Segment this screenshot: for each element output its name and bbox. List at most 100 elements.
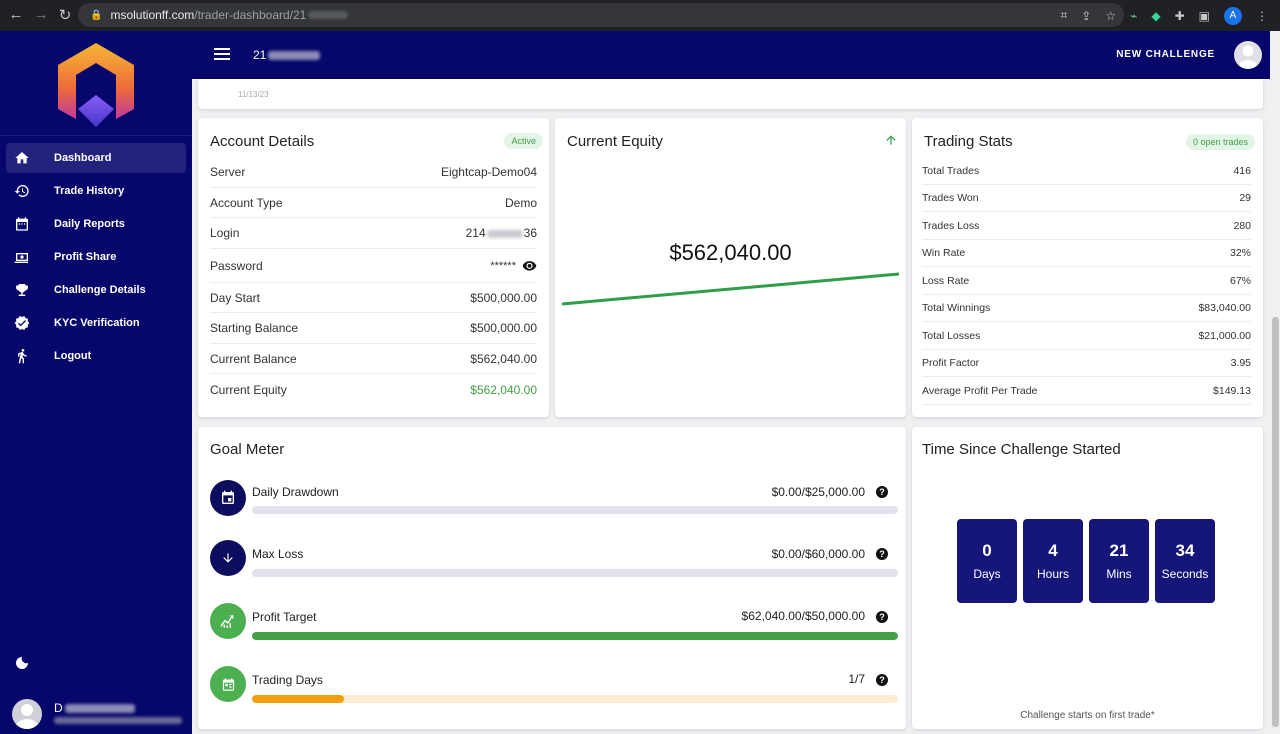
goal-progress-track — [252, 632, 898, 640]
browser-toolbar: ← → ↻ 🔒 msolutionff.com/trader-dashboard… — [0, 0, 1280, 31]
history-icon — [13, 182, 31, 200]
share-icon[interactable]: ⇪ — [1081, 8, 1092, 23]
stat-value: 416 — [1233, 164, 1251, 177]
url-host: msolutionff.com — [110, 8, 195, 22]
stat-label: Win Rate — [922, 247, 966, 259]
stat-value: $149.13 — [1213, 384, 1251, 397]
sidebar-item-trade-history[interactable]: Trade History — [6, 176, 186, 206]
sidebar-item-label: Trade History — [54, 185, 125, 197]
timer-hours: 4 Hours — [1023, 519, 1083, 603]
shield-icon[interactable]: ◆ — [1151, 8, 1161, 23]
row-label: Account Type — [210, 195, 283, 210]
verified-icon — [13, 314, 31, 332]
extension-icon[interactable]: ⌁ — [1130, 8, 1138, 23]
sidebar-item-challenge-details[interactable]: Challenge Details — [6, 275, 186, 305]
page-scrollbar[interactable] — [1270, 31, 1280, 734]
address-bar[interactable]: 🔒 msolutionff.com/trader-dashboard/21 — [78, 3, 1124, 27]
top-header: 21 NEW CHALLENGE — [192, 31, 1270, 79]
scrollbar-thumb[interactable] — [1272, 317, 1279, 727]
header-avatar[interactable] — [1234, 41, 1262, 69]
timer-label: Seconds — [1161, 567, 1209, 581]
calendar-icon — [13, 215, 31, 233]
current-equity-card: Current Equity $562,040.00 — [555, 118, 906, 417]
timer-seconds: 34 Seconds — [1155, 519, 1215, 603]
stat-label: Profit Factor — [922, 357, 980, 369]
calendar-event-icon — [210, 480, 246, 516]
sidebar-item-label: Challenge Details — [54, 284, 146, 296]
eye-icon[interactable] — [522, 258, 537, 273]
account-number-redacted — [268, 51, 321, 61]
sidebar-item-label: Logout — [54, 350, 92, 362]
sidebar-divider — [0, 135, 192, 136]
sidebar-item-kyc-verification[interactable]: KYC Verification — [6, 308, 186, 338]
stat-row: Trades Loss 280 — [922, 212, 1251, 240]
stat-value: 29 — [1239, 192, 1251, 204]
goal-progress-track — [252, 569, 898, 577]
login-prefix: 214 — [465, 226, 486, 240]
sidepanel-icon[interactable]: ▣ — [1198, 8, 1210, 23]
arrow-down-icon — [210, 540, 246, 576]
puzzle-icon[interactable]: ✚ — [1174, 8, 1185, 23]
card-title: Account Details — [210, 133, 315, 150]
password-masked: ****** — [490, 259, 516, 272]
stat-row: Total Losses $21,000.00 — [922, 322, 1251, 350]
stat-label: Average Profit Per Trade — [922, 384, 1038, 397]
stat-row: Average Profit Per Trade $149.13 — [922, 377, 1251, 405]
profile-avatar[interactable]: A — [1224, 6, 1242, 25]
stat-label: Total Trades — [922, 164, 980, 177]
new-challenge-button[interactable]: NEW CHALLENGE — [1116, 49, 1215, 60]
sidebar-item-profit-share[interactable]: Profit Share — [6, 242, 186, 272]
stat-row: Trades Won 29 — [922, 185, 1251, 212]
open-trades-badge: 0 open trades — [1185, 134, 1255, 150]
equity-value: $562,040.00 — [669, 240, 792, 265]
back-icon[interactable]: ← — [8, 6, 24, 23]
timer-note: Challenge starts on first trade* — [1020, 710, 1155, 721]
account-row-password: Password ****** — [210, 249, 537, 283]
trophy-icon — [13, 281, 31, 299]
sidebar-item-label: Daily Reports — [54, 218, 125, 230]
lock-icon: 🔒 — [90, 9, 103, 21]
account-number: 21 — [253, 48, 267, 62]
timer-label: Days — [973, 567, 1001, 581]
card-title: Trading Stats — [924, 133, 1013, 150]
stat-value: 3.95 — [1230, 357, 1251, 369]
user-name-initial: D — [54, 701, 63, 715]
account-row-starting-balance: Starting Balance $500,000.00 — [210, 313, 537, 344]
timer-number: 21 — [1109, 541, 1129, 560]
help-icon[interactable]: ? — [876, 611, 888, 623]
help-icon[interactable]: ? — [876, 548, 888, 560]
brand-logo — [58, 43, 134, 127]
account-row-current-equity: Current Equity $562,040.00 — [210, 374, 537, 405]
calendar-days-icon — [210, 666, 246, 702]
timer-days: 0 Days — [957, 519, 1017, 603]
url-path: /trader-dashboard/21 — [194, 8, 307, 22]
status-badge: Active — [504, 133, 543, 149]
card-title: Time Since Challenge Started — [922, 441, 1121, 458]
account-row-day-start: Day Start $500,000.00 — [210, 283, 537, 313]
sidebar-item-daily-reports[interactable]: Daily Reports — [6, 209, 186, 239]
account-row-current-balance: Current Balance $562,040.00 — [210, 344, 537, 374]
sidebar-item-label: Dashboard — [54, 152, 112, 164]
forward-icon[interactable]: → — [33, 6, 49, 23]
account-row-server: Server Eightcap-Demo04 — [210, 157, 537, 188]
money-icon — [13, 248, 31, 266]
sidebar: Dashboard Trade History Daily Reports Pr… — [0, 31, 192, 734]
dark-mode-toggle-icon[interactable] — [14, 655, 30, 671]
strip-date: 11/13/23 — [238, 90, 269, 99]
stat-row: Win Rate 32% — [922, 240, 1251, 267]
reload-icon[interactable]: ↻ — [58, 7, 72, 24]
stat-label: Trades Won — [922, 192, 979, 204]
sidebar-item-dashboard[interactable]: Dashboard — [6, 143, 186, 173]
stat-row: Total Winnings $83,040.00 — [922, 295, 1251, 322]
help-icon[interactable]: ? — [876, 486, 888, 498]
goal-meter-card: Goal Meter Daily Drawdown $0.00/$25,000.… — [198, 427, 906, 729]
previous-card-strip: 11/13/23 — [198, 79, 1263, 109]
bookmark-star-icon[interactable]: ☆ — [1105, 8, 1117, 23]
help-icon[interactable]: ? — [876, 674, 888, 686]
menu-icon[interactable]: ⋮ — [1256, 8, 1268, 23]
menu-toggle-icon[interactable] — [214, 48, 230, 62]
sidebar-item-logout[interactable]: Logout — [6, 341, 186, 371]
translate-icon[interactable]: ⌗ — [1060, 8, 1068, 22]
row-value: Eightcap-Demo04 — [440, 165, 537, 179]
row-label: Password — [210, 258, 263, 273]
